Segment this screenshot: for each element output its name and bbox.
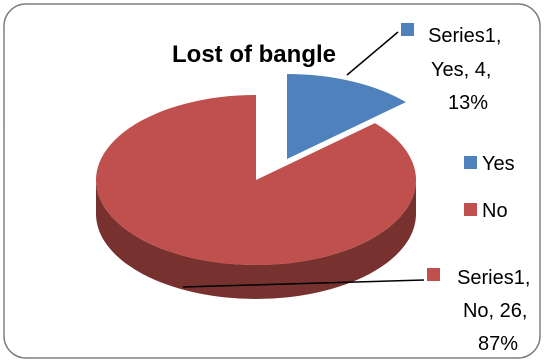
data-label-yes-swatch bbox=[401, 23, 414, 36]
data-label-no-line3: 87% bbox=[478, 333, 518, 355]
pie-slices bbox=[95, 74, 416, 299]
legend-swatch-no bbox=[464, 203, 477, 216]
data-label-no: Series1, No, 26, 87% bbox=[457, 267, 536, 355]
data-label-yes: Series1, Yes, 4, 13% bbox=[428, 25, 507, 114]
slice-side-no bbox=[96, 180, 416, 299]
data-label-no-swatch bbox=[427, 268, 440, 281]
legend-label-yes: Yes bbox=[482, 153, 515, 175]
leader-line-yes bbox=[346, 31, 399, 76]
data-label-yes-line3: 13% bbox=[448, 92, 488, 114]
data-label-no-line1: Series1, bbox=[457, 267, 530, 289]
data-label-no-line2: No, 26, bbox=[463, 300, 527, 322]
legend-label-no: No bbox=[482, 200, 508, 222]
leader-lines bbox=[182, 31, 425, 288]
legend-swatch-yes bbox=[464, 156, 477, 169]
slice-no bbox=[95, 95, 416, 266]
data-label-yes-line2: Yes, 4, bbox=[431, 59, 491, 81]
slice-yes bbox=[287, 74, 406, 159]
data-label-yes-line1: Series1, bbox=[428, 25, 501, 47]
leader-line-no bbox=[182, 279, 425, 288]
chart-title: Lost of bangle bbox=[172, 41, 336, 68]
